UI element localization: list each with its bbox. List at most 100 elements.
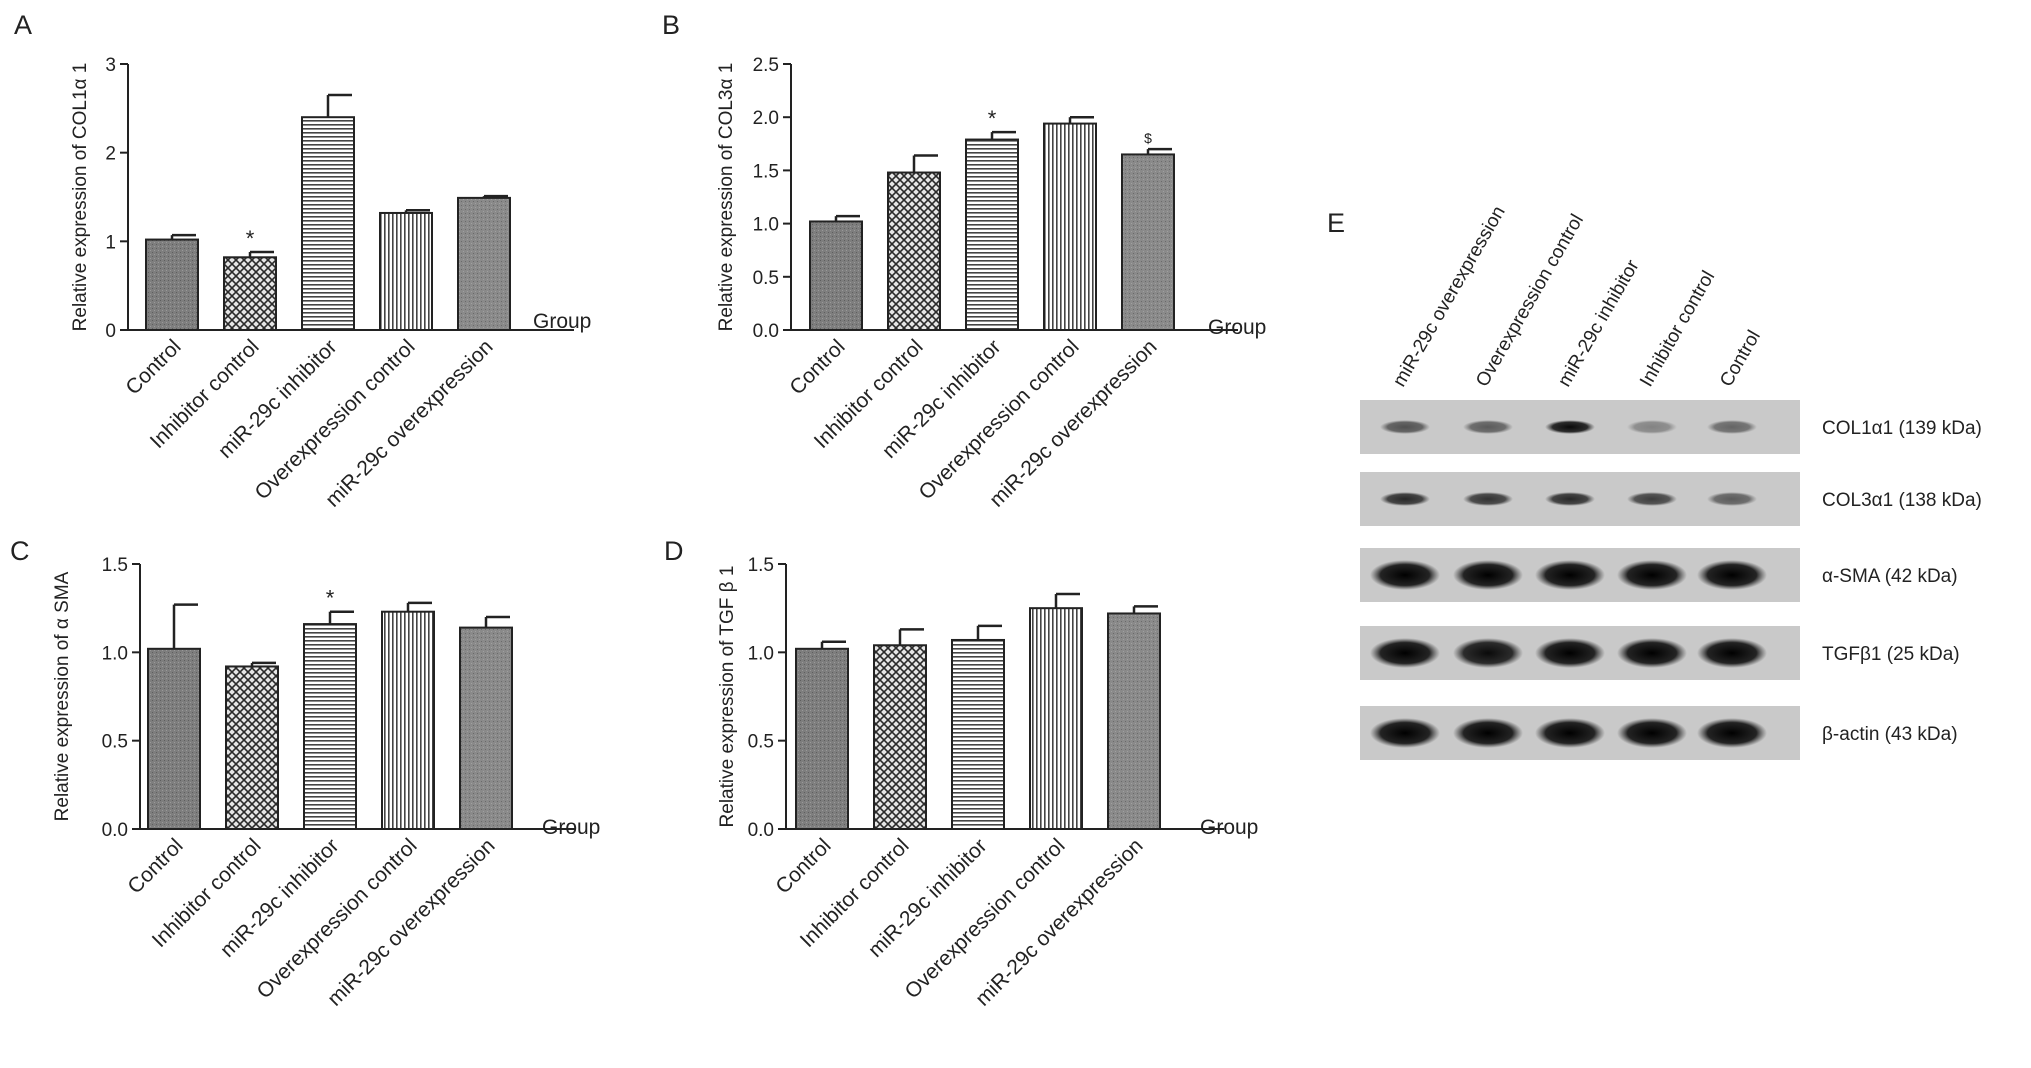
y-tick-label: 1.5	[753, 161, 779, 182]
y-tick-label: 0.5	[753, 268, 779, 289]
blot-band	[1617, 718, 1687, 748]
blot-band	[1627, 492, 1677, 506]
bar	[379, 211, 433, 332]
y-tick-label: 0.0	[753, 321, 779, 342]
bar	[873, 644, 927, 830]
blot-row-label: COL1α1 (139 kDa)	[1822, 418, 1982, 439]
blot-band	[1545, 420, 1595, 434]
blot-band	[1380, 492, 1430, 506]
blot-band	[1697, 560, 1767, 590]
bar	[951, 638, 1005, 831]
blot-row-label: TGFβ1 (25 kDa)	[1822, 644, 1960, 665]
y-axis-label: Relative expression of α SMA	[52, 571, 73, 821]
category-label: Overexpression control	[253, 834, 422, 1003]
blot-lane-label: Inhibitor control	[1636, 267, 1719, 390]
blot-band	[1707, 492, 1757, 506]
blot-band	[1463, 420, 1513, 434]
y-tick-label: 1.5	[748, 555, 774, 576]
y-tick-label: 2.5	[753, 55, 779, 76]
bar	[1029, 607, 1083, 831]
bar	[1043, 122, 1097, 331]
blot-band	[1697, 638, 1767, 668]
x-axis-label: Group	[1200, 816, 1258, 839]
bar	[795, 647, 849, 830]
blot-band	[1535, 638, 1605, 668]
category-label: Overexpression control	[915, 335, 1084, 504]
significance-marker: *	[326, 586, 335, 611]
bar	[965, 138, 1019, 331]
y-axis-label: Relative expression of COL3α 1	[716, 63, 737, 332]
blot-band	[1707, 420, 1757, 434]
blot-band	[1380, 420, 1430, 434]
x-axis-label: Group	[533, 310, 591, 333]
bar	[459, 626, 513, 830]
blot-band	[1370, 638, 1440, 668]
category-label: Control	[771, 834, 835, 898]
chart-panel-b: B 0.0 0.5 1.0 1.5 2.0 2.5 Relative expression o…	[662, 10, 1266, 512]
y-tick-label: 0.0	[102, 820, 128, 841]
y-axis-label: Relative expression of COL1α 1	[70, 63, 91, 332]
panel-letter: E	[1327, 208, 1345, 238]
category-label: Overexpression control	[251, 335, 420, 504]
blot-lane-label: miR-29c inhibitor	[1554, 256, 1644, 391]
y-tick-label: 1.0	[748, 643, 774, 664]
category-label: Overexpression control	[901, 834, 1070, 1003]
y-tick-label: 0	[105, 321, 116, 342]
bar	[145, 238, 199, 331]
bar	[809, 220, 863, 331]
bar	[303, 623, 357, 830]
panel-letter: A	[14, 10, 32, 40]
blot-band	[1617, 560, 1687, 590]
blot-band	[1535, 718, 1605, 748]
blot-band	[1370, 718, 1440, 748]
blot-row-label: β-actin (43 kDa)	[1822, 724, 1958, 745]
panel-letter: B	[662, 10, 680, 40]
category-label: Control	[785, 335, 849, 399]
blot-band	[1453, 560, 1523, 590]
x-axis-label: Group	[1208, 316, 1266, 339]
blot-band	[1453, 638, 1523, 668]
bar	[381, 610, 435, 831]
blot-band	[1627, 420, 1677, 434]
category-label: miR-29c overexpression	[323, 834, 499, 1010]
bar	[301, 116, 355, 331]
blot-lane-label: Control	[1716, 327, 1765, 391]
chart-panel-a: A 0 1 2 3 Relative expression of COL1α 1 Group…	[14, 10, 591, 512]
chart-panel-d: D 0.0 0.5 1.0 1.5 Relative expression of TGF …	[664, 536, 1258, 1011]
y-tick-label: 1.0	[753, 215, 779, 236]
category-label: miR-29c overexpression	[985, 335, 1161, 511]
bar	[147, 647, 201, 830]
blot-row-label: COL3α1 (138 kDa)	[1822, 490, 1982, 511]
blot-band	[1453, 718, 1523, 748]
panel-letter: D	[664, 536, 684, 566]
y-tick-label: 1.0	[102, 643, 128, 664]
blot-row-label: α-SMA (42 kDa)	[1822, 566, 1958, 587]
y-axis-label: Relative expression of TGF β 1	[717, 566, 738, 828]
chart-panel-c: C 0.0 0.5 1.0 1.5 Relative expression of α SM…	[10, 536, 600, 1011]
panel-letter: C	[10, 536, 30, 566]
y-tick-label: 2	[105, 144, 116, 165]
bar	[1107, 612, 1161, 831]
significance-marker: *	[988, 106, 997, 131]
category-label: Control	[121, 335, 185, 399]
significance-marker: $	[1144, 130, 1152, 146]
x-axis-label: Group	[542, 816, 600, 839]
blot-band	[1545, 492, 1595, 506]
blot-band	[1463, 492, 1513, 506]
y-tick-label: 0.5	[748, 732, 774, 753]
category-label: miR-29c overexpression	[971, 834, 1147, 1010]
blot-band	[1617, 638, 1687, 668]
category-label: Control	[123, 834, 187, 898]
significance-marker: *	[246, 226, 255, 251]
bar	[223, 256, 277, 331]
category-label: miR-29c overexpression	[321, 335, 497, 511]
blot-band	[1535, 560, 1605, 590]
bar	[225, 665, 279, 831]
y-tick-label: 3	[105, 55, 116, 76]
y-tick-label: 0.0	[748, 820, 774, 841]
y-tick-label: 0.5	[102, 732, 128, 753]
y-tick-label: 1.5	[102, 555, 128, 576]
y-tick-label: 2.0	[753, 108, 779, 129]
